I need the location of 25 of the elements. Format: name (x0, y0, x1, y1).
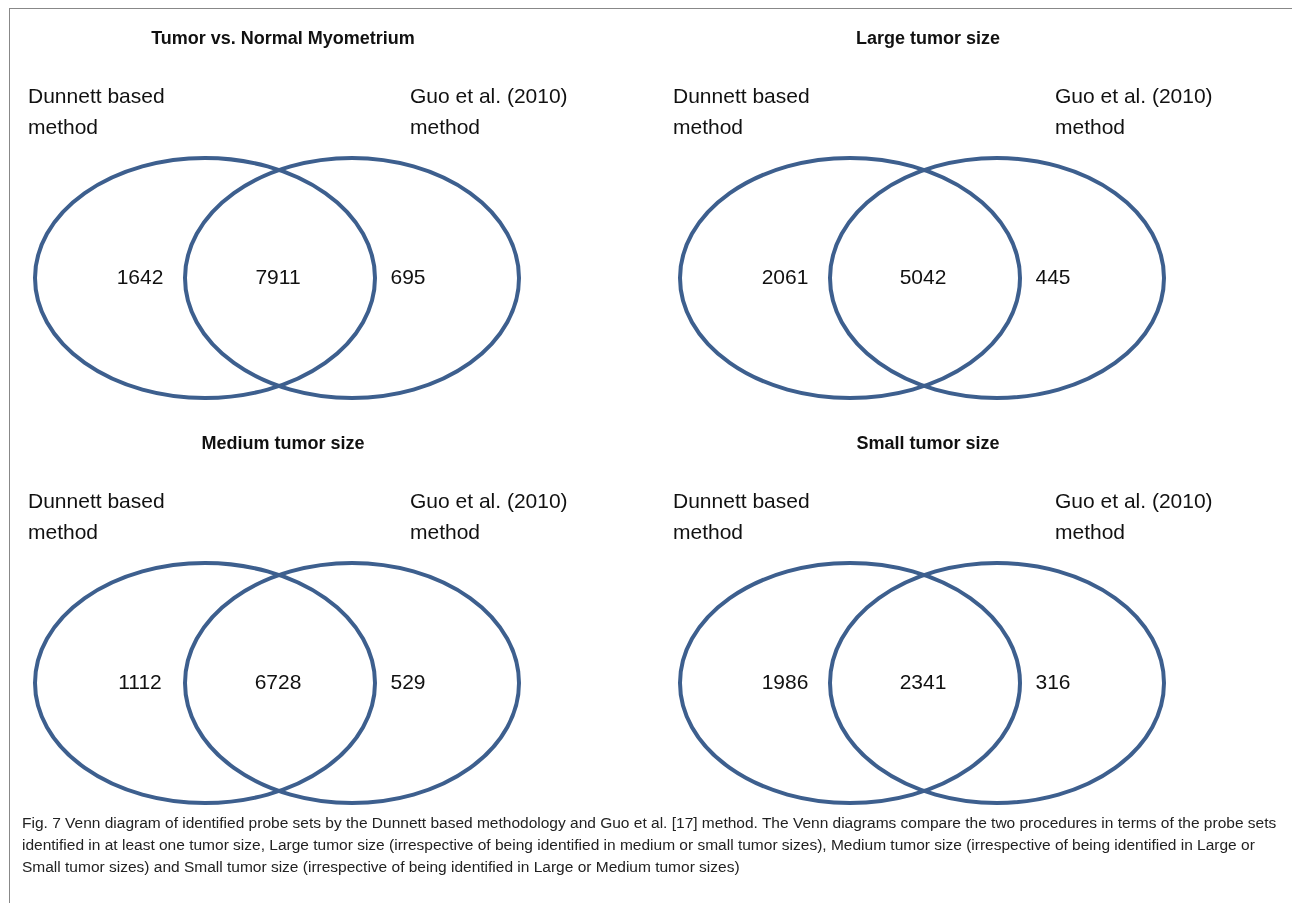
data-label: 6728 (254, 669, 302, 693)
text: Large tumor size (854, 28, 1001, 49)
caption: Fig. 7 Venn diagram of identified probe sets by the Dunnett based methodology and Guo et al. [17] method. The Venn diagrams compare the two procedures in terms of the probe sets identified in at least one tumor size, Large tumor size (irrespective of being identified in medium or small tumor sizes), Medium tumor size (irrespective of being identified in Large or Small tumor sizes) and Small tumor size (irrespective of being identified in Large or Medium tumor sizes) (22, 813, 1277, 877)
data-label: 1642 (116, 264, 164, 288)
category-label: Dunnett based method (28, 83, 166, 140)
data-label: 316 (1035, 669, 1071, 693)
category-label: Dunnett based method (673, 488, 811, 545)
category-label: Guo et al. (2010) method (1055, 83, 1214, 140)
data-label: 529 (390, 669, 426, 693)
data-label: 7911 (255, 264, 301, 288)
data-label: 695 (390, 264, 426, 288)
data-label: 2061 (761, 264, 809, 288)
text: Tumor vs. Normal Myometrium (150, 28, 416, 49)
category-label: Guo et al. (2010) method (410, 83, 569, 140)
category-label: Dunnett based method (673, 83, 811, 140)
text: Small tumor size (855, 433, 1001, 454)
category-label: Guo et al. (2010) method (1055, 488, 1214, 545)
data-label: 1112 (118, 669, 162, 693)
category-label: Dunnett based method (28, 488, 166, 545)
data-label: 2341 (899, 669, 947, 693)
data-label: 5042 (899, 264, 947, 288)
data-label: 1986 (761, 669, 809, 693)
category-label: Guo et al. (2010) method (410, 488, 569, 545)
data-label: 445 (1035, 264, 1071, 288)
text: Medium tumor size (200, 433, 366, 454)
